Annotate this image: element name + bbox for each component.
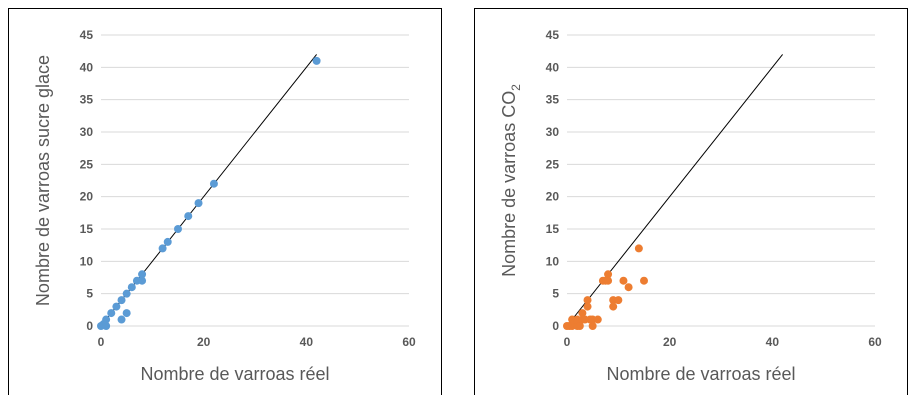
y-tick-label: 20	[546, 190, 560, 204]
data-point	[158, 244, 167, 253]
y-tick-label: 20	[80, 190, 94, 204]
data-point	[614, 296, 623, 305]
y-tick-label: 10	[546, 254, 560, 268]
data-point	[194, 199, 203, 208]
y-tick-label: 35	[80, 93, 94, 107]
data-point	[609, 302, 618, 311]
y-tick-label: 30	[80, 125, 94, 139]
data-point	[624, 283, 633, 292]
y-tick-label: 35	[546, 93, 560, 107]
y-tick-label: 10	[80, 254, 94, 268]
x-tick-label: 60	[868, 335, 882, 349]
data-point	[102, 315, 111, 324]
data-point	[163, 237, 172, 246]
data-point	[593, 315, 602, 324]
y-tick-label: 15	[546, 222, 560, 236]
y-tick-label: 45	[546, 28, 560, 42]
data-point	[209, 179, 218, 188]
y-tick-label: 40	[546, 60, 560, 74]
y-tick-label: 5	[86, 287, 93, 301]
data-point	[122, 309, 131, 318]
x-tick-label: 40	[300, 335, 314, 349]
data-point	[138, 276, 147, 285]
data-point	[127, 283, 136, 292]
scatter-chart-co2: 0 5 10 15 20 25 30 35 40 45 0 20 40 60 Nombre de varro…	[499, 28, 882, 384]
y-tick-label: 5	[552, 287, 559, 301]
y-tick-label: 0	[552, 319, 559, 333]
data-point	[312, 56, 321, 65]
y-axis-title-subscript: 2	[509, 84, 523, 91]
x-tick-label: 60	[402, 335, 416, 349]
y-axis-title: Nombre de varroas sucre glace	[33, 55, 53, 306]
data-point	[117, 296, 126, 305]
y-tick-label: 45	[80, 28, 94, 42]
data-point	[583, 296, 592, 305]
y-tick-label: 30	[546, 125, 560, 139]
data-point	[604, 270, 613, 279]
data-point	[184, 212, 193, 221]
y-tick-label: 0	[86, 319, 93, 333]
y-tick-label: 15	[80, 222, 94, 236]
data-point	[122, 289, 131, 298]
y-axis-title-text: Nombre de varroas sucre glace	[33, 55, 53, 306]
data-point	[634, 244, 643, 253]
scatter-chart-sucre-glace: 0 5 10 15 20 25 30 35 40 45 0 20 40 60 Nombre de varro…	[33, 28, 416, 384]
data-point	[619, 276, 628, 285]
x-axis-title: Nombre de varroas réel	[606, 364, 795, 384]
x-tick-label: 0	[98, 335, 105, 349]
x-axis-title: Nombre de varroas réel	[140, 364, 329, 384]
data-point	[174, 225, 182, 233]
data-point	[583, 302, 592, 311]
data-point	[604, 276, 613, 285]
data-point	[640, 276, 648, 285]
data-point	[117, 315, 126, 324]
data-point	[578, 309, 587, 318]
data-point	[107, 309, 116, 318]
data-point	[112, 302, 121, 311]
data-point	[575, 322, 584, 330]
data-point	[102, 322, 111, 330]
chart-panel-sucre-glace: 0 5 10 15 20 25 30 35 40 45 0 20 40 60 Nombre de varro…	[8, 8, 442, 395]
x-tick-label: 40	[766, 335, 780, 349]
y-axis-title-text: Nombre de varroas CO	[499, 91, 519, 277]
y-tick-label: 25	[546, 157, 560, 171]
y-tick-label: 40	[80, 60, 94, 74]
y-axis-title: Nombre de varroas CO2	[499, 84, 523, 277]
x-tick-label: 20	[663, 335, 677, 349]
chart-panel-co2: 0 5 10 15 20 25 30 35 40 45 0 20 40 60 Nombre de varro…	[474, 8, 908, 395]
y-tick-label: 25	[80, 157, 94, 171]
data-point	[588, 322, 597, 330]
x-tick-label: 0	[564, 335, 571, 349]
x-tick-label: 20	[197, 335, 211, 349]
data-point	[138, 270, 147, 279]
reference-line-y-equals-x	[566, 54, 783, 327]
